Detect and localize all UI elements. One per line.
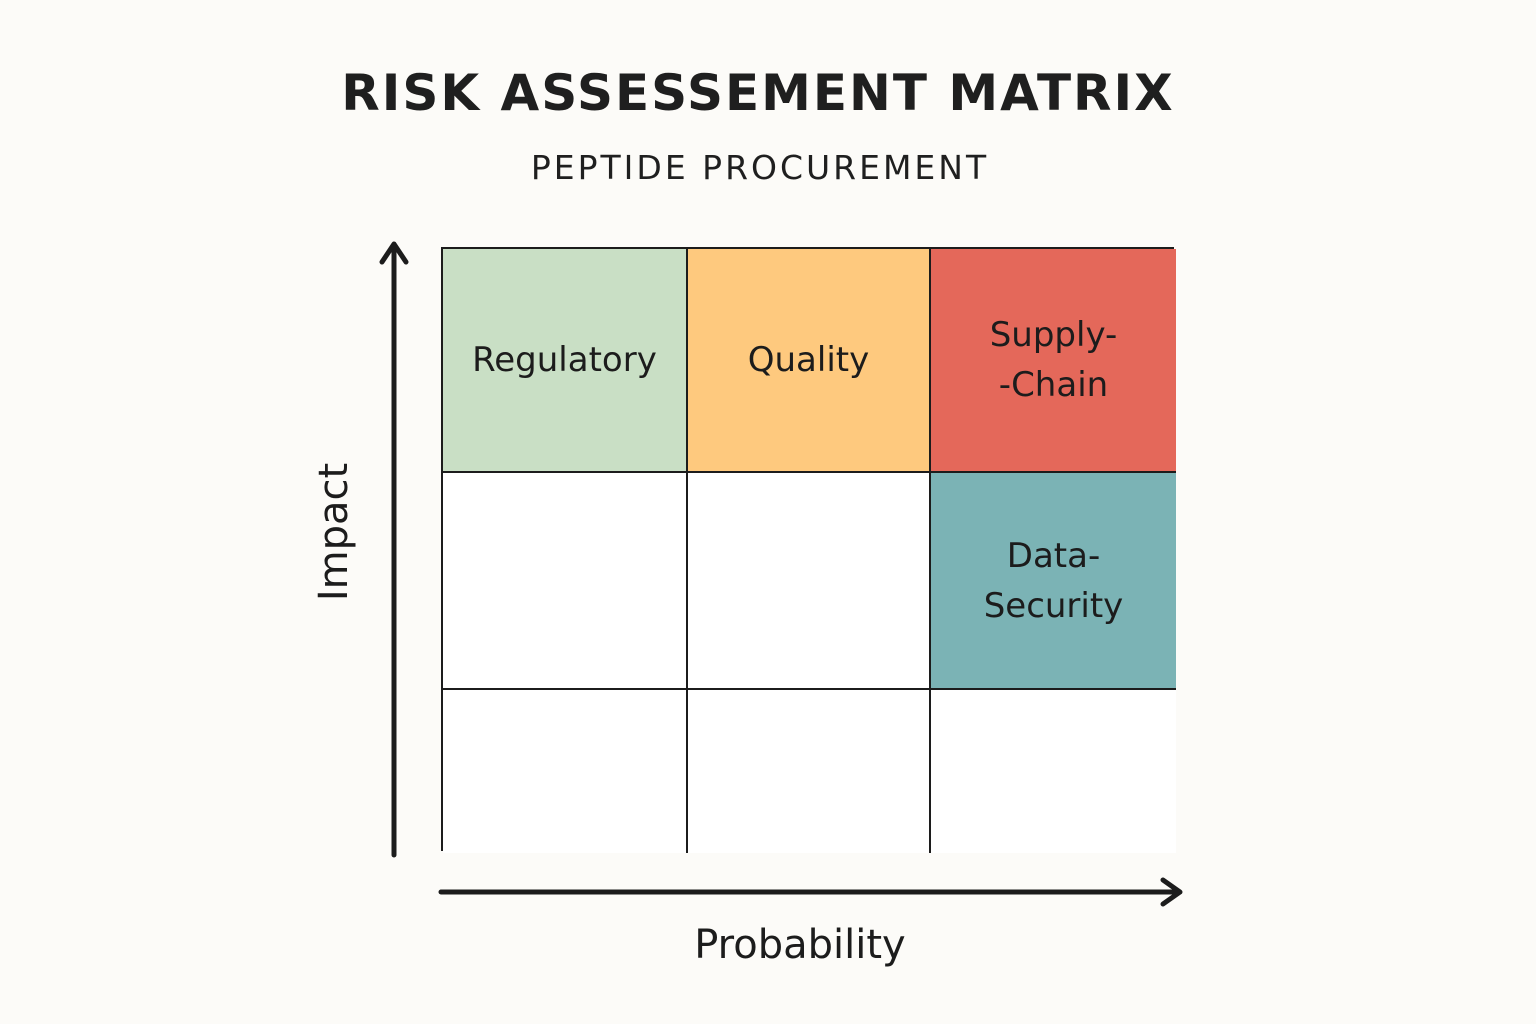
cell-label: Quality xyxy=(747,340,870,380)
cell-label: Regulatory xyxy=(472,340,657,380)
matrix-cell-quality: Quality xyxy=(688,249,931,473)
matrix-cell-empty xyxy=(443,690,688,853)
y-axis-arrow xyxy=(379,241,409,858)
matrix-cell-data-security: Data- Security xyxy=(931,473,1176,690)
matrix-cell-empty xyxy=(443,473,688,690)
matrix-cell-regulatory: Regulatory xyxy=(443,249,688,473)
y-axis-label: Impact xyxy=(311,462,357,602)
cell-label: Data- Security xyxy=(983,535,1124,626)
x-axis-label: Probability xyxy=(694,922,906,968)
cell-label: Supply- -Chain xyxy=(989,315,1118,405)
matrix-cell-supply-chain: Supply- -Chain xyxy=(931,249,1176,473)
matrix-cell-empty xyxy=(688,473,931,690)
diagram-subtitle: PEPTIDE PROCUREMENT xyxy=(530,148,990,187)
matrix-cell-empty xyxy=(931,690,1176,853)
x-axis-arrow xyxy=(438,877,1183,907)
matrix-cell-empty xyxy=(688,690,931,853)
diagram-title: RISK ASSESSEMENT MATRIX xyxy=(341,64,1175,122)
risk-matrix: Regulatory Quality Supply- -Chain Data- … xyxy=(441,247,1176,853)
